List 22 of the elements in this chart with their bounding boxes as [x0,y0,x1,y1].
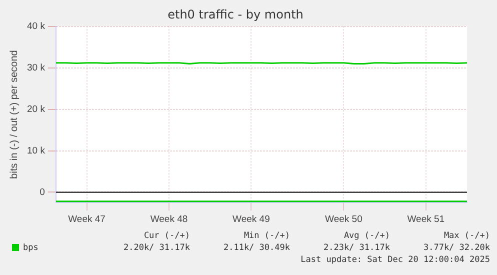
text: Min (-/+) [242,230,290,242]
text: 2.11k/ 30.49k [222,242,290,254]
text: Cur (-/+) [142,230,190,242]
text: Last update: Sat Dec 20 12:00:04 2025 [300,254,490,266]
y-tick-label: 30 k [26,62,46,74]
text: 3.77k/ 32.20k [422,242,490,254]
chart-title: eth0 traffic - by month [168,7,304,22]
y-tick-label: 40 k [26,21,46,32]
legend-label: bps [23,242,40,254]
x-tick-label: Week 49 [232,214,270,225]
y-tick-label: 10 k [26,145,46,156]
x-tick-label: Week 48 [150,214,188,225]
x-tick-label: Week 51 [407,214,445,225]
text: 2.23k/ 31.17k [322,242,390,254]
text: Avg (-/+) [342,230,390,242]
y-tick-label: 0 [40,186,45,198]
y-axis-title: bits in (-) / out (+) per second [8,50,20,179]
text: 2.20k/ 31.17k [122,242,190,254]
x-tick-label: Week 50 [325,214,362,225]
y-tick-label: 20 k [26,104,46,115]
x-tick-label: Week 47 [68,214,106,225]
text: Max (-/+) [442,230,490,242]
